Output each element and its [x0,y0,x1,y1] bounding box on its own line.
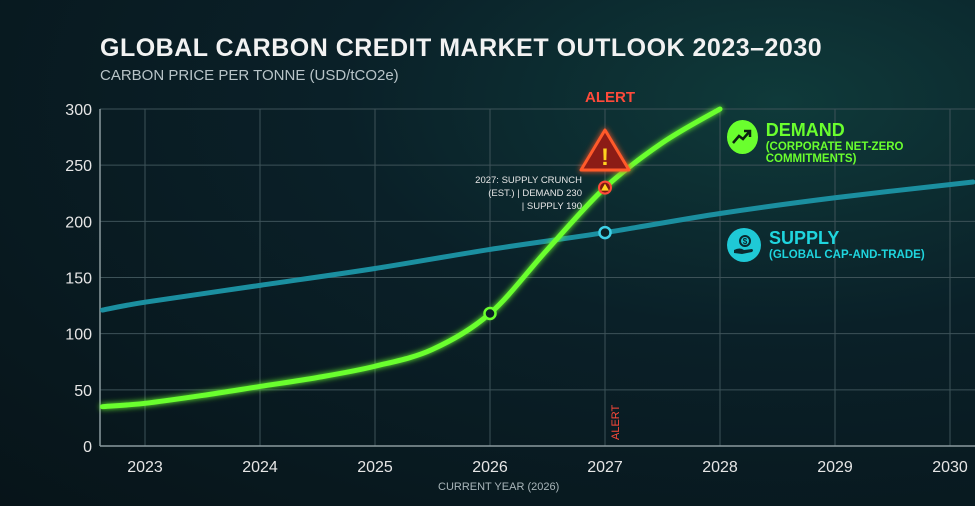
annotation-line: (EST.) | DEMAND 230 [488,188,582,199]
x-axis-label: CURRENT YEAR (2026) [438,481,560,493]
alert-vertical-label: ALERT [610,404,622,440]
y-tick-label: 200 [65,214,92,231]
series-line-supply [99,179,975,313]
x-tick-label: 2024 [242,459,278,476]
warning-icon [579,128,631,172]
legend-supply-subtitle: (GLOBAL CAP-AND-TRADE) [769,249,925,261]
annotation-line: 2027: SUPPLY CRUNCH [475,175,582,186]
x-tick-label: 2026 [472,459,508,476]
svg-text:$: $ [743,237,748,246]
data-point-demand [483,306,497,321]
legend-demand-subtitle: (CORPORATE NET-ZERO COMMITMENTS) [765,141,904,165]
y-tick-label: 50 [74,383,92,400]
y-tick-label: 150 [65,271,92,288]
alert-label: ALERT [585,89,635,106]
legend-demand-label: DEMAND [765,120,845,140]
y-tick-label: 250 [65,158,92,175]
chart-title: GLOBAL CARBON CREDIT MARKET OUTLOOK 2023… [100,34,823,62]
warning-exclamation-icon: ! [601,144,609,171]
y-tick-label: 300 [65,102,92,119]
money-hand-icon: $ [727,228,761,262]
legend-supply: $ SUPPLY (GLOBAL CAP-AND-TRADE) [727,228,925,262]
legend-demand: DEMAND (CORPORATE NET-ZERO COMMITMENTS) [727,120,975,165]
chart-subtitle: CARBON PRICE PER TONNE (USD/tCO2e) [100,67,399,84]
x-tick-label: 2030 [932,459,968,476]
annotation-line: | SUPPLY 190 [521,201,582,212]
x-tick-label: 2027 [587,459,623,476]
series-line-demand [99,106,723,410]
supply-crunch-annotation: 2027: SUPPLY CRUNCH (EST.) | DEMAND 230 … [440,174,582,213]
x-tick-label: 2029 [817,459,853,476]
x-tick-label: 2025 [357,459,393,476]
y-tick-label: 0 [83,439,92,456]
y-tick-label: 100 [65,327,92,344]
legend-supply-label: SUPPLY [769,228,840,248]
trending-up-icon [727,120,758,154]
x-tick-label: 2023 [127,459,163,476]
x-tick-label: 2028 [702,459,738,476]
